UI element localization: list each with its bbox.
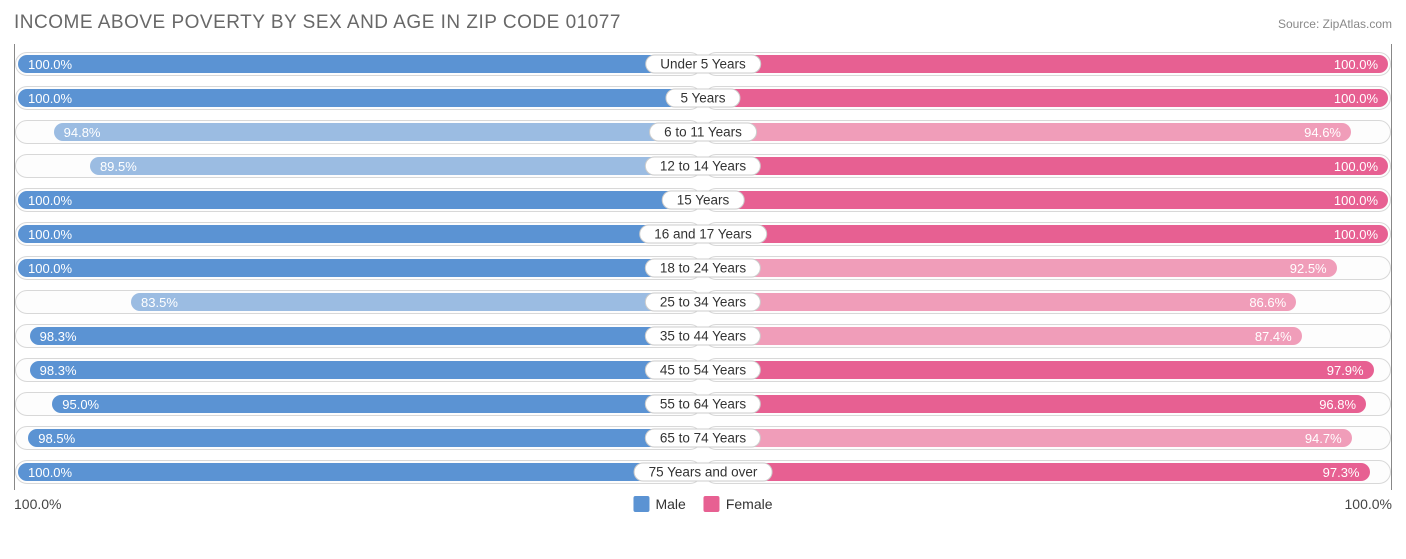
bar-female: 100.0% — [707, 225, 1388, 243]
bar-female: 100.0% — [707, 157, 1388, 175]
bar-female: 92.5% — [707, 259, 1337, 277]
bar-male: 94.8% — [54, 123, 699, 141]
track-female: 96.8% — [704, 392, 1391, 416]
legend-swatch-female — [704, 496, 720, 512]
track-male: 98.3% — [15, 324, 702, 348]
bar-male: 98.5% — [28, 429, 699, 447]
track-female: 94.7% — [704, 426, 1391, 450]
category-label: 45 to 54 Years — [645, 361, 761, 380]
track-male: 89.5% — [15, 154, 702, 178]
bar-male: 100.0% — [18, 259, 699, 277]
category-label: Under 5 Years — [645, 55, 761, 74]
track-female: 86.6% — [704, 290, 1391, 314]
track-female: 94.6% — [704, 120, 1391, 144]
track-female: 100.0% — [704, 222, 1391, 246]
chart-row: 94.8% 94.6%6 to 11 Years — [15, 116, 1391, 148]
axis-left-label: 100.0% — [14, 496, 61, 512]
bar-male: 100.0% — [18, 463, 699, 481]
bar-female: 100.0% — [707, 55, 1388, 73]
track-female: 87.4% — [704, 324, 1391, 348]
track-male: 95.0% — [15, 392, 702, 416]
track-male: 100.0% — [15, 460, 702, 484]
chart-title: INCOME ABOVE POVERTY BY SEX AND AGE IN Z… — [14, 12, 621, 34]
track-male: 94.8% — [15, 120, 702, 144]
track-female: 100.0% — [704, 188, 1391, 212]
chart-row: 83.5% 86.6%25 to 34 Years — [15, 286, 1391, 318]
track-male: 100.0% — [15, 52, 702, 76]
chart-row: 100.0% 100.0%16 and 17 Years — [15, 218, 1391, 250]
axis-right-label: 100.0% — [1345, 496, 1392, 512]
category-label: 25 to 34 Years — [645, 293, 761, 312]
bar-female: 86.6% — [707, 293, 1296, 311]
chart-row: 98.5% 94.7%65 to 74 Years — [15, 422, 1391, 454]
bar-female: 96.8% — [707, 395, 1366, 413]
chart-row: 89.5% 100.0%12 to 14 Years — [15, 150, 1391, 182]
track-male: 83.5% — [15, 290, 702, 314]
bar-female: 94.7% — [707, 429, 1352, 447]
butterfly-chart: 100.0%100.0%Under 5 Years100.0%100.0%5 Y… — [14, 44, 1392, 490]
category-label: 6 to 11 Years — [649, 123, 757, 142]
track-male: 98.5% — [15, 426, 702, 450]
chart-row: 100.0% 97.3%75 Years and over — [15, 456, 1391, 488]
legend-item-male: Male — [633, 496, 685, 512]
category-label: 35 to 44 Years — [645, 327, 761, 346]
legend-swatch-male — [633, 496, 649, 512]
track-male: 100.0% — [15, 86, 702, 110]
track-female: 92.5% — [704, 256, 1391, 280]
bar-male: 83.5% — [131, 293, 699, 311]
bar-male: 100.0% — [18, 191, 699, 209]
bar-female: 97.9% — [707, 361, 1374, 379]
track-female: 100.0% — [704, 154, 1391, 178]
category-label: 55 to 64 Years — [645, 395, 761, 414]
category-label: 18 to 24 Years — [645, 259, 761, 278]
chart-row: 98.3% 97.9%45 to 54 Years — [15, 354, 1391, 386]
category-label: 65 to 74 Years — [645, 429, 761, 448]
bar-male: 95.0% — [52, 395, 699, 413]
bar-female: 94.6% — [707, 123, 1351, 141]
track-female: 100.0% — [704, 86, 1391, 110]
category-label: 15 Years — [662, 191, 745, 210]
chart-row: 100.0% 100.0%15 Years — [15, 184, 1391, 216]
category-label: 12 to 14 Years — [645, 157, 761, 176]
track-male: 100.0% — [15, 222, 702, 246]
category-label: 75 Years and over — [634, 463, 773, 482]
bar-female: 100.0% — [707, 89, 1388, 107]
chart-footer: 100.0% Male Female 100.0% — [14, 496, 1392, 512]
chart-row: 95.0% 96.8%55 to 64 Years — [15, 388, 1391, 420]
legend-label-male: Male — [655, 496, 685, 512]
legend-label-female: Female — [726, 496, 773, 512]
track-male: 100.0% — [15, 256, 702, 280]
bar-male: 89.5% — [90, 157, 699, 175]
chart-source: Source: ZipAtlas.com — [1278, 17, 1392, 31]
legend: Male Female — [633, 496, 772, 512]
track-male: 98.3% — [15, 358, 702, 382]
bar-female: 87.4% — [707, 327, 1302, 345]
chart-row: 100.0% 92.5%18 to 24 Years — [15, 252, 1391, 284]
track-male: 100.0% — [15, 188, 702, 212]
bar-female: 100.0% — [707, 191, 1388, 209]
chart-header: INCOME ABOVE POVERTY BY SEX AND AGE IN Z… — [14, 12, 1392, 34]
track-female: 97.3% — [704, 460, 1391, 484]
category-label: 16 and 17 Years — [639, 225, 767, 244]
chart-row: 100.0% 100.0%5 Years — [15, 82, 1391, 114]
legend-item-female: Female — [704, 496, 773, 512]
bar-male: 100.0% — [18, 89, 699, 107]
bar-male: 100.0% — [18, 225, 699, 243]
bar-female: 97.3% — [707, 463, 1370, 481]
bar-male: 98.3% — [30, 361, 699, 379]
bar-male: 98.3% — [30, 327, 699, 345]
bar-male: 100.0% — [18, 55, 699, 73]
track-female: 97.9% — [704, 358, 1391, 382]
track-female: 100.0% — [704, 52, 1391, 76]
chart-row: 100.0% 100.0%Under 5 Years — [15, 48, 1391, 80]
chart-row: 98.3% 87.4%35 to 44 Years — [15, 320, 1391, 352]
category-label: 5 Years — [665, 89, 740, 108]
